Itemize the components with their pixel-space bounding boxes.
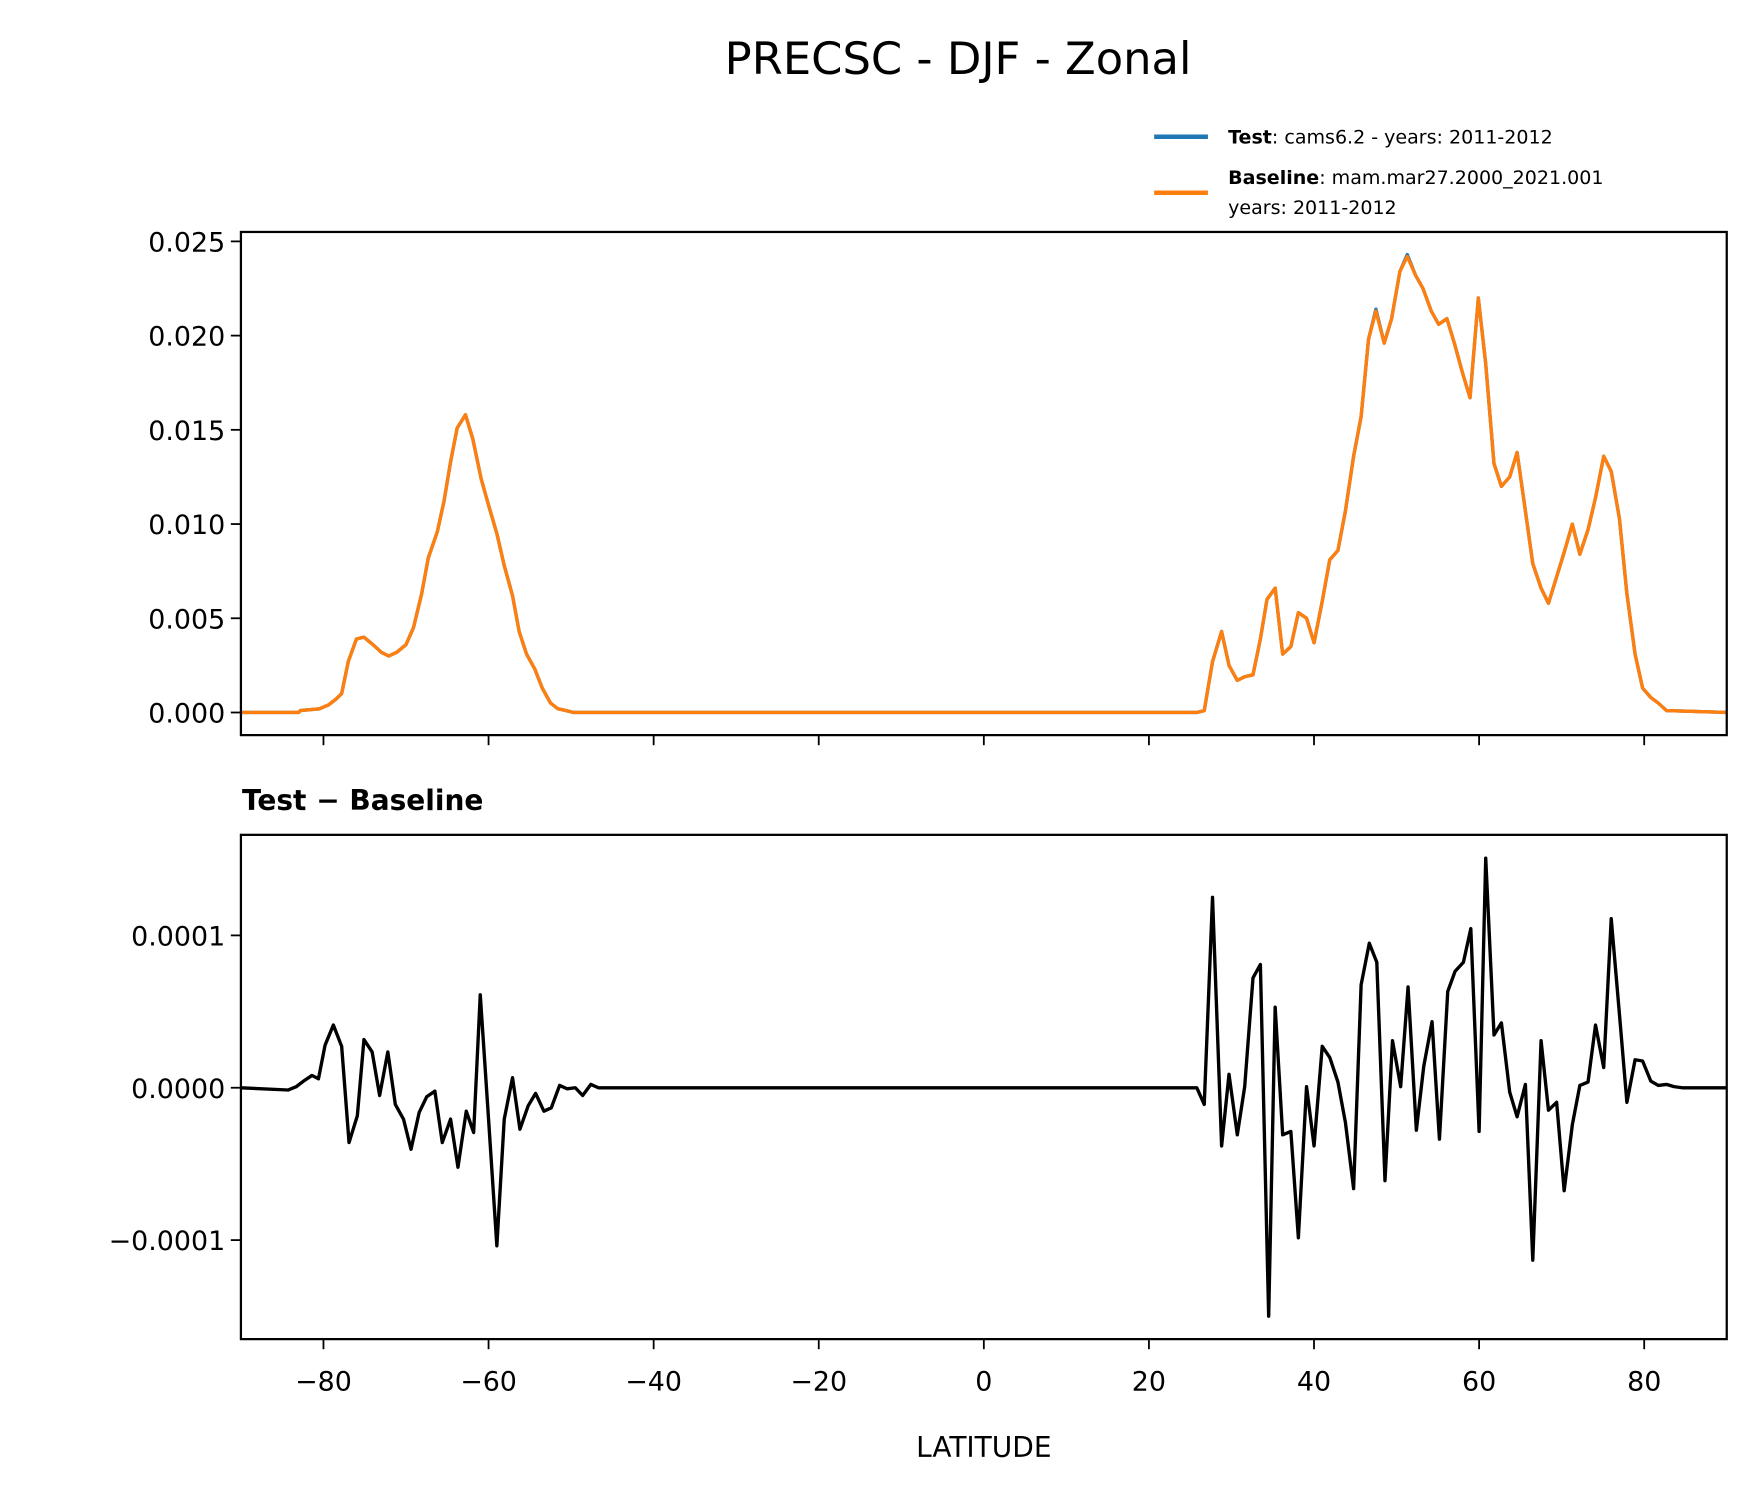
top-y-tick-label: 0.020 bbox=[148, 322, 225, 353]
bottom-series-line-0 bbox=[240, 856, 1727, 1318]
bottom-x-tick-label: −20 bbox=[790, 1367, 847, 1398]
bottom-x-tick-label: −60 bbox=[460, 1367, 517, 1398]
legend-entry-test: Test: cams6.2 - years: 2011-2012 bbox=[1228, 126, 1553, 148]
bottom-axes: −80 −60 −40 −20 0 20 40 60 80 0.0001 0.0000 −0.0001 bbox=[109, 833, 1728, 1398]
top-y-tick-label: 0.005 bbox=[148, 604, 225, 635]
x-axis-label: LATITUDE bbox=[916, 1431, 1051, 1464]
bottom-y-tick-label: −0.0001 bbox=[109, 1226, 226, 1257]
top-y-tick-label: 0.000 bbox=[148, 699, 225, 730]
legend: Test: cams6.2 - years: 2011-2012 Baselin… bbox=[1154, 126, 1604, 219]
bottom-x-tick-label: −40 bbox=[625, 1367, 682, 1398]
bottom-y-tick-label: 0.0001 bbox=[131, 921, 225, 952]
chart-title: PRECSC - DJF - Zonal bbox=[725, 32, 1192, 85]
top-series-line-baseline bbox=[240, 254, 1727, 715]
diff-panel-title: Test − Baseline bbox=[242, 784, 483, 817]
top-y-tick-label: 0.010 bbox=[148, 510, 225, 541]
legend-entry-baseline: Baseline: mam.mar27.2000_2021.001 bbox=[1228, 167, 1603, 189]
bottom-x-tick-label: 80 bbox=[1627, 1367, 1661, 1398]
top-y-tick-label: 0.015 bbox=[148, 416, 225, 447]
bottom-y-tick-label: 0.0000 bbox=[131, 1074, 225, 1105]
top-axes: 0.000 0.005 0.010 0.015 0.020 0.025 bbox=[148, 227, 1728, 746]
legend-baseline-text: : mam.mar27.2000_2021.001 bbox=[1319, 167, 1603, 189]
bottom-x-tick-label: 40 bbox=[1297, 1367, 1331, 1398]
bottom-x-tick-label: −80 bbox=[295, 1367, 352, 1398]
legend-test-label: Test bbox=[1228, 126, 1272, 148]
bottom-x-tick-label: 20 bbox=[1132, 1367, 1166, 1398]
legend-baseline-label: Baseline bbox=[1228, 167, 1319, 189]
top-y-tick-label: 0.025 bbox=[148, 227, 225, 258]
legend-baseline-text-line2: years: 2011-2012 bbox=[1228, 197, 1397, 219]
bottom-x-tick-label: 0 bbox=[975, 1367, 992, 1398]
legend-test-text: : cams6.2 - years: 2011-2012 bbox=[1272, 126, 1553, 148]
bottom-x-tick-label: 60 bbox=[1462, 1367, 1496, 1398]
